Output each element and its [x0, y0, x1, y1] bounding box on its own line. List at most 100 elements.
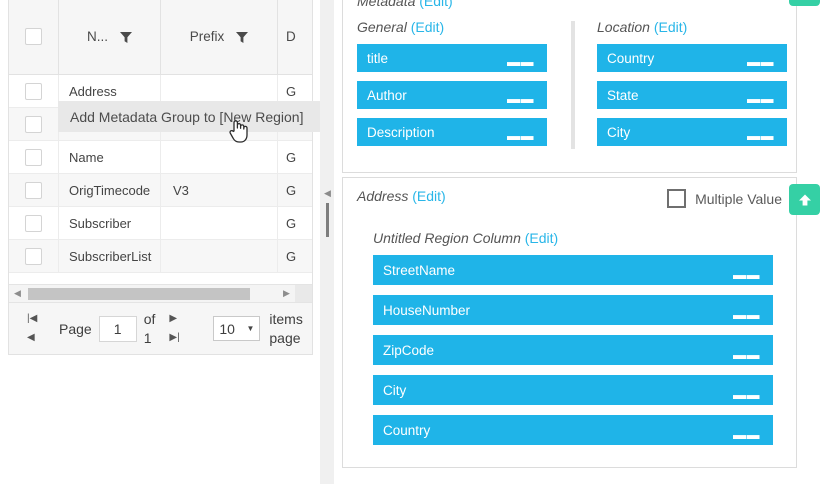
- row-prefix-cell: [161, 207, 278, 239]
- field-chip-handle-icon[interactable]: ▬▬: [733, 387, 760, 402]
- pager-prev-page-icon[interactable]: ◀: [27, 332, 35, 343]
- column-location-edit-link[interactable]: (Edit): [653, 19, 688, 35]
- chevron-down-icon: ▼: [246, 324, 255, 333]
- pager-page-input[interactable]: 1: [98, 315, 137, 342]
- field-chip[interactable]: HouseNumber ▬▬: [373, 295, 773, 325]
- field-chip-label: Author: [367, 87, 407, 103]
- table-row[interactable]: Name G: [9, 141, 312, 174]
- field-chip-handle-icon[interactable]: ▬▬: [747, 128, 774, 143]
- select-all-checkbox-icon[interactable]: [25, 28, 42, 45]
- row-checkbox-icon[interactable]: [25, 181, 42, 199]
- field-chip-label: State: [607, 87, 639, 103]
- grid-header-select-all[interactable]: [9, 0, 59, 74]
- row-checkbox-icon[interactable]: [25, 82, 42, 100]
- field-chip-label: ZipCode: [383, 342, 435, 358]
- row-checkbox-icon[interactable]: [25, 247, 42, 265]
- pager-next-page-icon[interactable]: ▶: [169, 313, 178, 324]
- field-chip-label: City: [607, 124, 631, 140]
- multiple-value-control[interactable]: Multiple Value: [667, 189, 782, 208]
- region-column-edit-link[interactable]: (Edit): [524, 230, 559, 246]
- field-chip[interactable]: ZipCode ▬▬: [373, 335, 773, 365]
- panel-splitter[interactable]: [320, 0, 334, 484]
- region-column-title: Untitled Region Column (Edit): [373, 230, 773, 246]
- mouse-cursor-hand-icon: [228, 117, 250, 143]
- field-chip-handle-icon[interactable]: ▬▬: [733, 427, 760, 442]
- items-label: items: [269, 310, 303, 327]
- tooltip-text: Add Metadata Group to [New Region]: [70, 108, 304, 125]
- field-chip[interactable]: Country ▬▬: [373, 415, 773, 445]
- row-select-cell[interactable]: [9, 240, 59, 272]
- pager-first-page-icon[interactable]: |◀: [27, 313, 38, 324]
- row-checkbox-icon[interactable]: [25, 115, 42, 133]
- multiple-value-checkbox-icon[interactable]: [667, 189, 687, 208]
- field-chip[interactable]: City ▬▬: [373, 375, 773, 405]
- field-chip-label: Country: [383, 422, 431, 438]
- row-d-cell: G: [286, 182, 297, 198]
- row-d-cell: G: [286, 149, 297, 165]
- metadata-column-general: General (Edit) title ▬▬ Author ▬▬ Descri…: [357, 19, 547, 155]
- hscroll-track[interactable]: [26, 285, 278, 303]
- hscroll-thumb[interactable]: [28, 287, 250, 300]
- pager-last-page-icon[interactable]: ▶|: [169, 332, 180, 343]
- pager-total-pages: 1: [143, 329, 152, 346]
- column-general-edit-link[interactable]: (Edit): [410, 19, 445, 35]
- row-select-cell[interactable]: [9, 174, 59, 206]
- field-chip-handle-icon[interactable]: ▬▬: [733, 307, 760, 322]
- grid-rows: Address G G Name G: [9, 75, 312, 284]
- green-action-button-top[interactable]: [789, 0, 820, 6]
- field-chip[interactable]: Description ▬▬: [357, 118, 547, 146]
- filter-funnel-icon[interactable]: [120, 31, 132, 43]
- grid-header-prefix[interactable]: Prefix: [161, 0, 278, 74]
- field-chip-handle-icon[interactable]: ▬▬: [733, 267, 760, 282]
- row-name-cell: OrigTimecode: [59, 174, 161, 206]
- row-checkbox-icon[interactable]: [25, 214, 42, 232]
- row-select-cell[interactable]: [9, 141, 59, 173]
- splitter-grip-handle[interactable]: [326, 203, 329, 237]
- field-chip[interactable]: State ▬▬: [597, 81, 787, 109]
- per-page-label: page: [269, 329, 301, 346]
- row-select-cell[interactable]: [9, 108, 59, 140]
- table-row[interactable]: SubscriberList G: [9, 240, 312, 273]
- field-chip[interactable]: City ▬▬: [597, 118, 787, 146]
- scroll-left-arrow-icon[interactable]: ◀: [14, 288, 21, 298]
- field-chip[interactable]: title ▬▬: [357, 44, 547, 72]
- scroll-up-button[interactable]: [789, 184, 820, 215]
- page-size-value: 10: [219, 320, 235, 337]
- field-chip-label: title: [367, 50, 389, 66]
- row-checkbox-icon[interactable]: [25, 148, 42, 166]
- scrollbar-corner: [295, 284, 312, 303]
- field-chip-handle-icon[interactable]: ▬▬: [507, 128, 534, 143]
- grid-header-d[interactable]: D: [278, 0, 312, 74]
- table-row[interactable]: Subscriber G: [9, 207, 312, 240]
- field-chip[interactable]: Author ▬▬: [357, 81, 547, 109]
- row-name-cell: Subscriber: [59, 207, 161, 239]
- field-chip-handle-icon[interactable]: ▬▬: [507, 91, 534, 106]
- row-select-cell[interactable]: [9, 75, 59, 107]
- grid-horizontal-scrollbar[interactable]: ◀ ▶: [9, 284, 312, 303]
- field-chip-label: City: [383, 382, 407, 398]
- grid-header-prefix-label: Prefix: [189, 29, 225, 44]
- grid-header-name[interactable]: N...: [59, 0, 161, 74]
- items-per-page-label: items page: [269, 310, 302, 348]
- field-chip-handle-icon[interactable]: ▬▬: [747, 54, 774, 69]
- field-chip[interactable]: StreetName ▬▬: [373, 255, 773, 285]
- field-chip-label: Country: [607, 50, 655, 66]
- field-chip-handle-icon[interactable]: ▬▬: [507, 54, 534, 69]
- field-chip-label: HouseNumber: [383, 302, 471, 318]
- field-chip-handle-icon[interactable]: ▬▬: [733, 347, 760, 362]
- row-d-cell: G: [286, 215, 297, 231]
- filter-funnel-icon[interactable]: [236, 31, 249, 43]
- region-column-block: Untitled Region Column (Edit) StreetName…: [373, 230, 773, 455]
- row-select-cell[interactable]: [9, 207, 59, 239]
- scroll-right-arrow-icon[interactable]: ▶: [283, 288, 290, 298]
- field-chip-handle-icon[interactable]: ▬▬: [747, 91, 774, 106]
- collapse-left-arrow-icon[interactable]: ◀: [324, 188, 331, 198]
- metadata-editor-pane: Metadata (Edit) General (Edit) title ▬▬ …: [334, 0, 837, 484]
- address-panel-edit-link[interactable]: (Edit): [412, 188, 446, 204]
- column-title-location: Location (Edit): [597, 19, 787, 35]
- field-chip[interactable]: Country ▬▬: [597, 44, 787, 72]
- metadata-panel-edit-link[interactable]: (Edit): [419, 0, 453, 9]
- page-size-select[interactable]: 10 ▼: [213, 316, 261, 341]
- table-row[interactable]: OrigTimecode V3 G: [9, 174, 312, 207]
